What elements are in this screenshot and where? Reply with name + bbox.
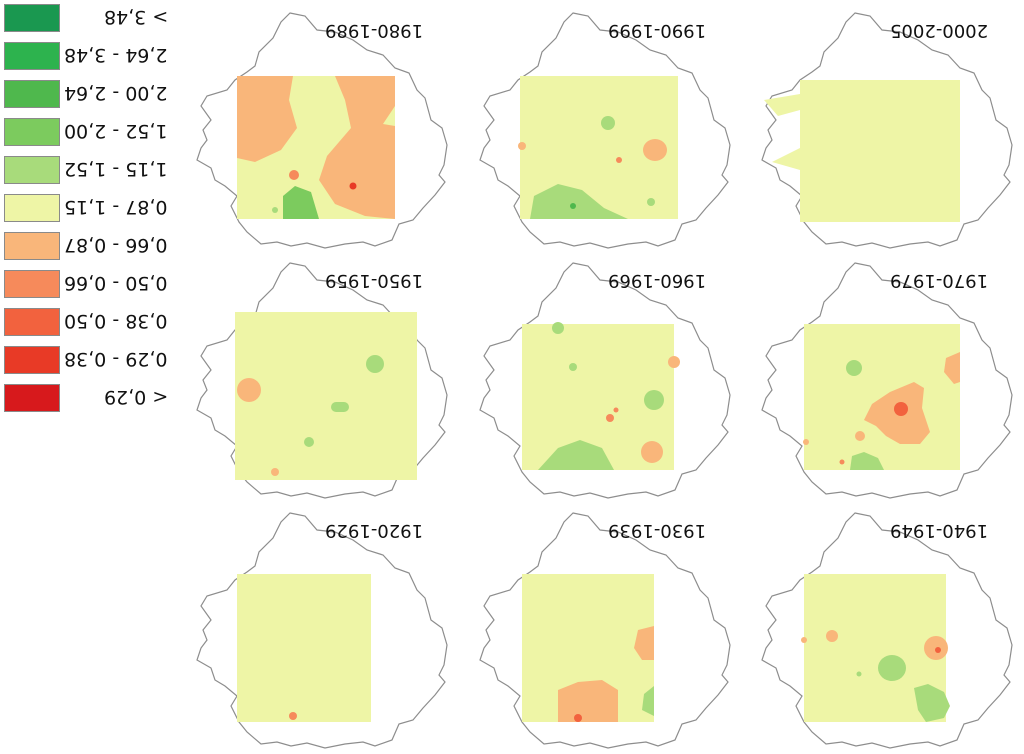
map-svg bbox=[479, 12, 731, 249]
legend-label: 2,64 - 3,48 bbox=[64, 44, 168, 66]
legend-swatch bbox=[4, 346, 60, 374]
period-label: 1920-1929 bbox=[325, 520, 424, 541]
legend-label: 0,50 - 0,66 bbox=[64, 272, 168, 294]
legend-item: 0,29 - 0,38 bbox=[4, 346, 184, 376]
legend-swatch bbox=[4, 308, 60, 336]
map-svg bbox=[196, 12, 448, 249]
legend-item: 1,15 - 1,52 bbox=[4, 156, 184, 186]
legend-label: < 0,29 bbox=[103, 386, 168, 408]
map-panel: 1940-1949 bbox=[760, 510, 1024, 750]
period-label: 1940-1949 bbox=[890, 520, 989, 541]
map-panel: 1990-1999 bbox=[478, 10, 748, 250]
period-label: 1960-1969 bbox=[608, 270, 707, 291]
legend-swatch bbox=[4, 194, 60, 222]
legend-swatch bbox=[4, 156, 60, 184]
map-panel: 1980-1989 bbox=[195, 10, 465, 250]
period-label: 1970-1979 bbox=[890, 270, 989, 291]
legend-swatch bbox=[4, 80, 60, 108]
legend-item: 2,00 - 2,64 bbox=[4, 80, 184, 110]
legend-label: 0,87 - 1,15 bbox=[64, 196, 168, 218]
legend-swatch bbox=[4, 118, 60, 146]
map-svg bbox=[479, 512, 731, 749]
legend-swatch bbox=[4, 42, 60, 70]
legend-item: 0,50 - 0,66 bbox=[4, 270, 184, 300]
map-panel: 1960-1969 bbox=[478, 260, 748, 500]
legend-item: 1,52 - 2,00 bbox=[4, 118, 184, 148]
map-panel: 1950-1959 bbox=[195, 260, 465, 500]
map-svg bbox=[196, 262, 448, 499]
legend-swatch bbox=[4, 384, 60, 412]
map-svg bbox=[196, 512, 448, 749]
map-panel: 2000-2005 bbox=[760, 10, 1024, 250]
legend-item: 0,87 - 1,15 bbox=[4, 194, 184, 224]
period-label: 1950-1959 bbox=[325, 270, 424, 291]
map-panel: 1930-1939 bbox=[478, 510, 748, 750]
period-label: 2000-2005 bbox=[890, 20, 989, 41]
legend-swatch bbox=[4, 4, 60, 32]
legend-item: 0,66 - 0,87 bbox=[4, 232, 184, 262]
map-panel: 1970-1979 bbox=[760, 260, 1024, 500]
legend-item: > 3,48 bbox=[4, 4, 184, 34]
legend-label: 0,66 - 0,87 bbox=[64, 234, 168, 256]
map-svg bbox=[761, 512, 1013, 749]
legend-label: 2,00 - 2,64 bbox=[64, 82, 168, 104]
legend-label: 1,15 - 1,52 bbox=[64, 158, 168, 180]
map-svg bbox=[761, 12, 1013, 249]
map-svg bbox=[761, 262, 1013, 499]
legend-item: < 0,29 bbox=[4, 384, 184, 414]
legend-label: > 3,48 bbox=[103, 6, 168, 28]
map-panel: 1920-1929 bbox=[195, 510, 465, 750]
legend-label: 0,38 - 0,50 bbox=[64, 310, 168, 332]
legend-item: 2,64 - 3,48 bbox=[4, 42, 184, 72]
legend-label: 1,52 - 2,00 bbox=[64, 120, 168, 142]
legend-label: 0,29 - 0,38 bbox=[64, 348, 168, 370]
map-svg bbox=[479, 262, 731, 499]
legend-item: 0,38 - 0,50 bbox=[4, 308, 184, 338]
period-label: 1980-1989 bbox=[325, 20, 424, 41]
legend-swatch bbox=[4, 270, 60, 298]
period-label: 1990-1999 bbox=[608, 20, 707, 41]
period-label: 1930-1939 bbox=[608, 520, 707, 541]
legend-swatch bbox=[4, 232, 60, 260]
